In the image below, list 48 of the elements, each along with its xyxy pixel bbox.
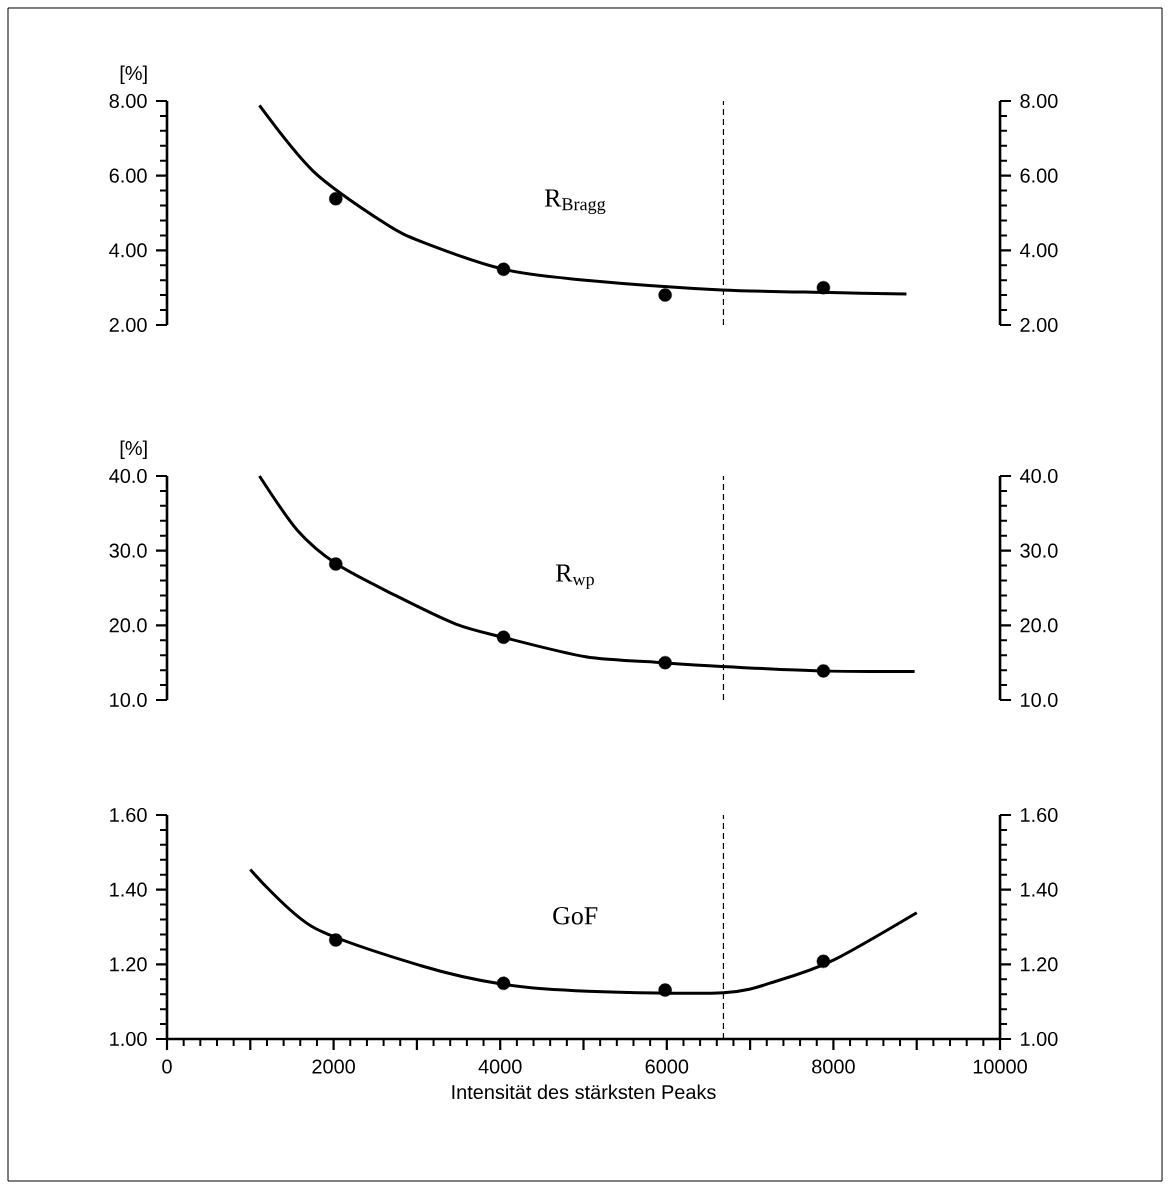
y-tick-label: 4.00 [109, 243, 147, 258]
y-tick-label: 6.00 [109, 168, 147, 183]
y-tick-label: 20.0 [109, 618, 147, 633]
point [658, 655, 672, 670]
y2-tick-label: 8.00 [1020, 93, 1058, 109]
y2-tick-label: 20.0 [1020, 618, 1058, 633]
y-tick-label: 30.0 [109, 543, 147, 558]
point [658, 288, 672, 302]
y-tick-label: 1.00 [110, 1031, 147, 1047]
y2-tick-label: 1.60 [1021, 807, 1058, 823]
annotation: GoF [553, 907, 598, 925]
y-tick-label: 8.00 [109, 93, 147, 109]
x-tick-label: 4000 [478, 1059, 522, 1074]
point [816, 954, 831, 969]
point [496, 262, 511, 277]
y2-tick-label: 1.20 [1021, 957, 1058, 972]
y-tick-label: 1.40 [110, 882, 147, 897]
y2-tick-label: 4.00 [1019, 243, 1058, 258]
point [329, 192, 343, 206]
y2-tick-label: 2.00 [1020, 317, 1058, 333]
y-tick-label: 40.0 [109, 468, 147, 484]
annotation: R$_{Bragg}$ [544, 189, 606, 215]
y-axis-title: [%] [120, 440, 147, 460]
y2-tick-label: 30.0 [1020, 543, 1058, 558]
point [329, 557, 343, 571]
y-tick-label: 2.00 [109, 317, 147, 333]
y-tick-label: 10.0 [110, 692, 147, 708]
x-tick-label: 2000 [312, 1059, 355, 1074]
point [496, 976, 511, 991]
x-tick-label: 10000 [973, 1059, 1027, 1074]
y-axis-title: [%] [120, 65, 147, 85]
point [816, 280, 831, 295]
x-tick-label: 0 [162, 1059, 172, 1074]
point [496, 630, 511, 644]
point [816, 664, 831, 678]
y2-tick-label: 40.0 [1019, 468, 1058, 484]
x-tick-label: 8000 [812, 1059, 855, 1074]
y-tick-label: 1.20 [110, 957, 147, 972]
y2-tick-label: 10.0 [1021, 692, 1058, 708]
annotation: R$_{wp}$ [555, 564, 594, 590]
point [658, 983, 672, 997]
x-tick-label: 6000 [645, 1059, 689, 1074]
y2-tick-label: 1.00 [1021, 1031, 1058, 1047]
y2-tick-label: 6.00 [1020, 168, 1058, 183]
y2-tick-label: 1.40 [1021, 882, 1058, 897]
y-tick-label: 1.60 [110, 807, 147, 823]
point [329, 933, 343, 947]
x-axis-title: Intensität des stärksten Peaks [452, 1084, 716, 1100]
